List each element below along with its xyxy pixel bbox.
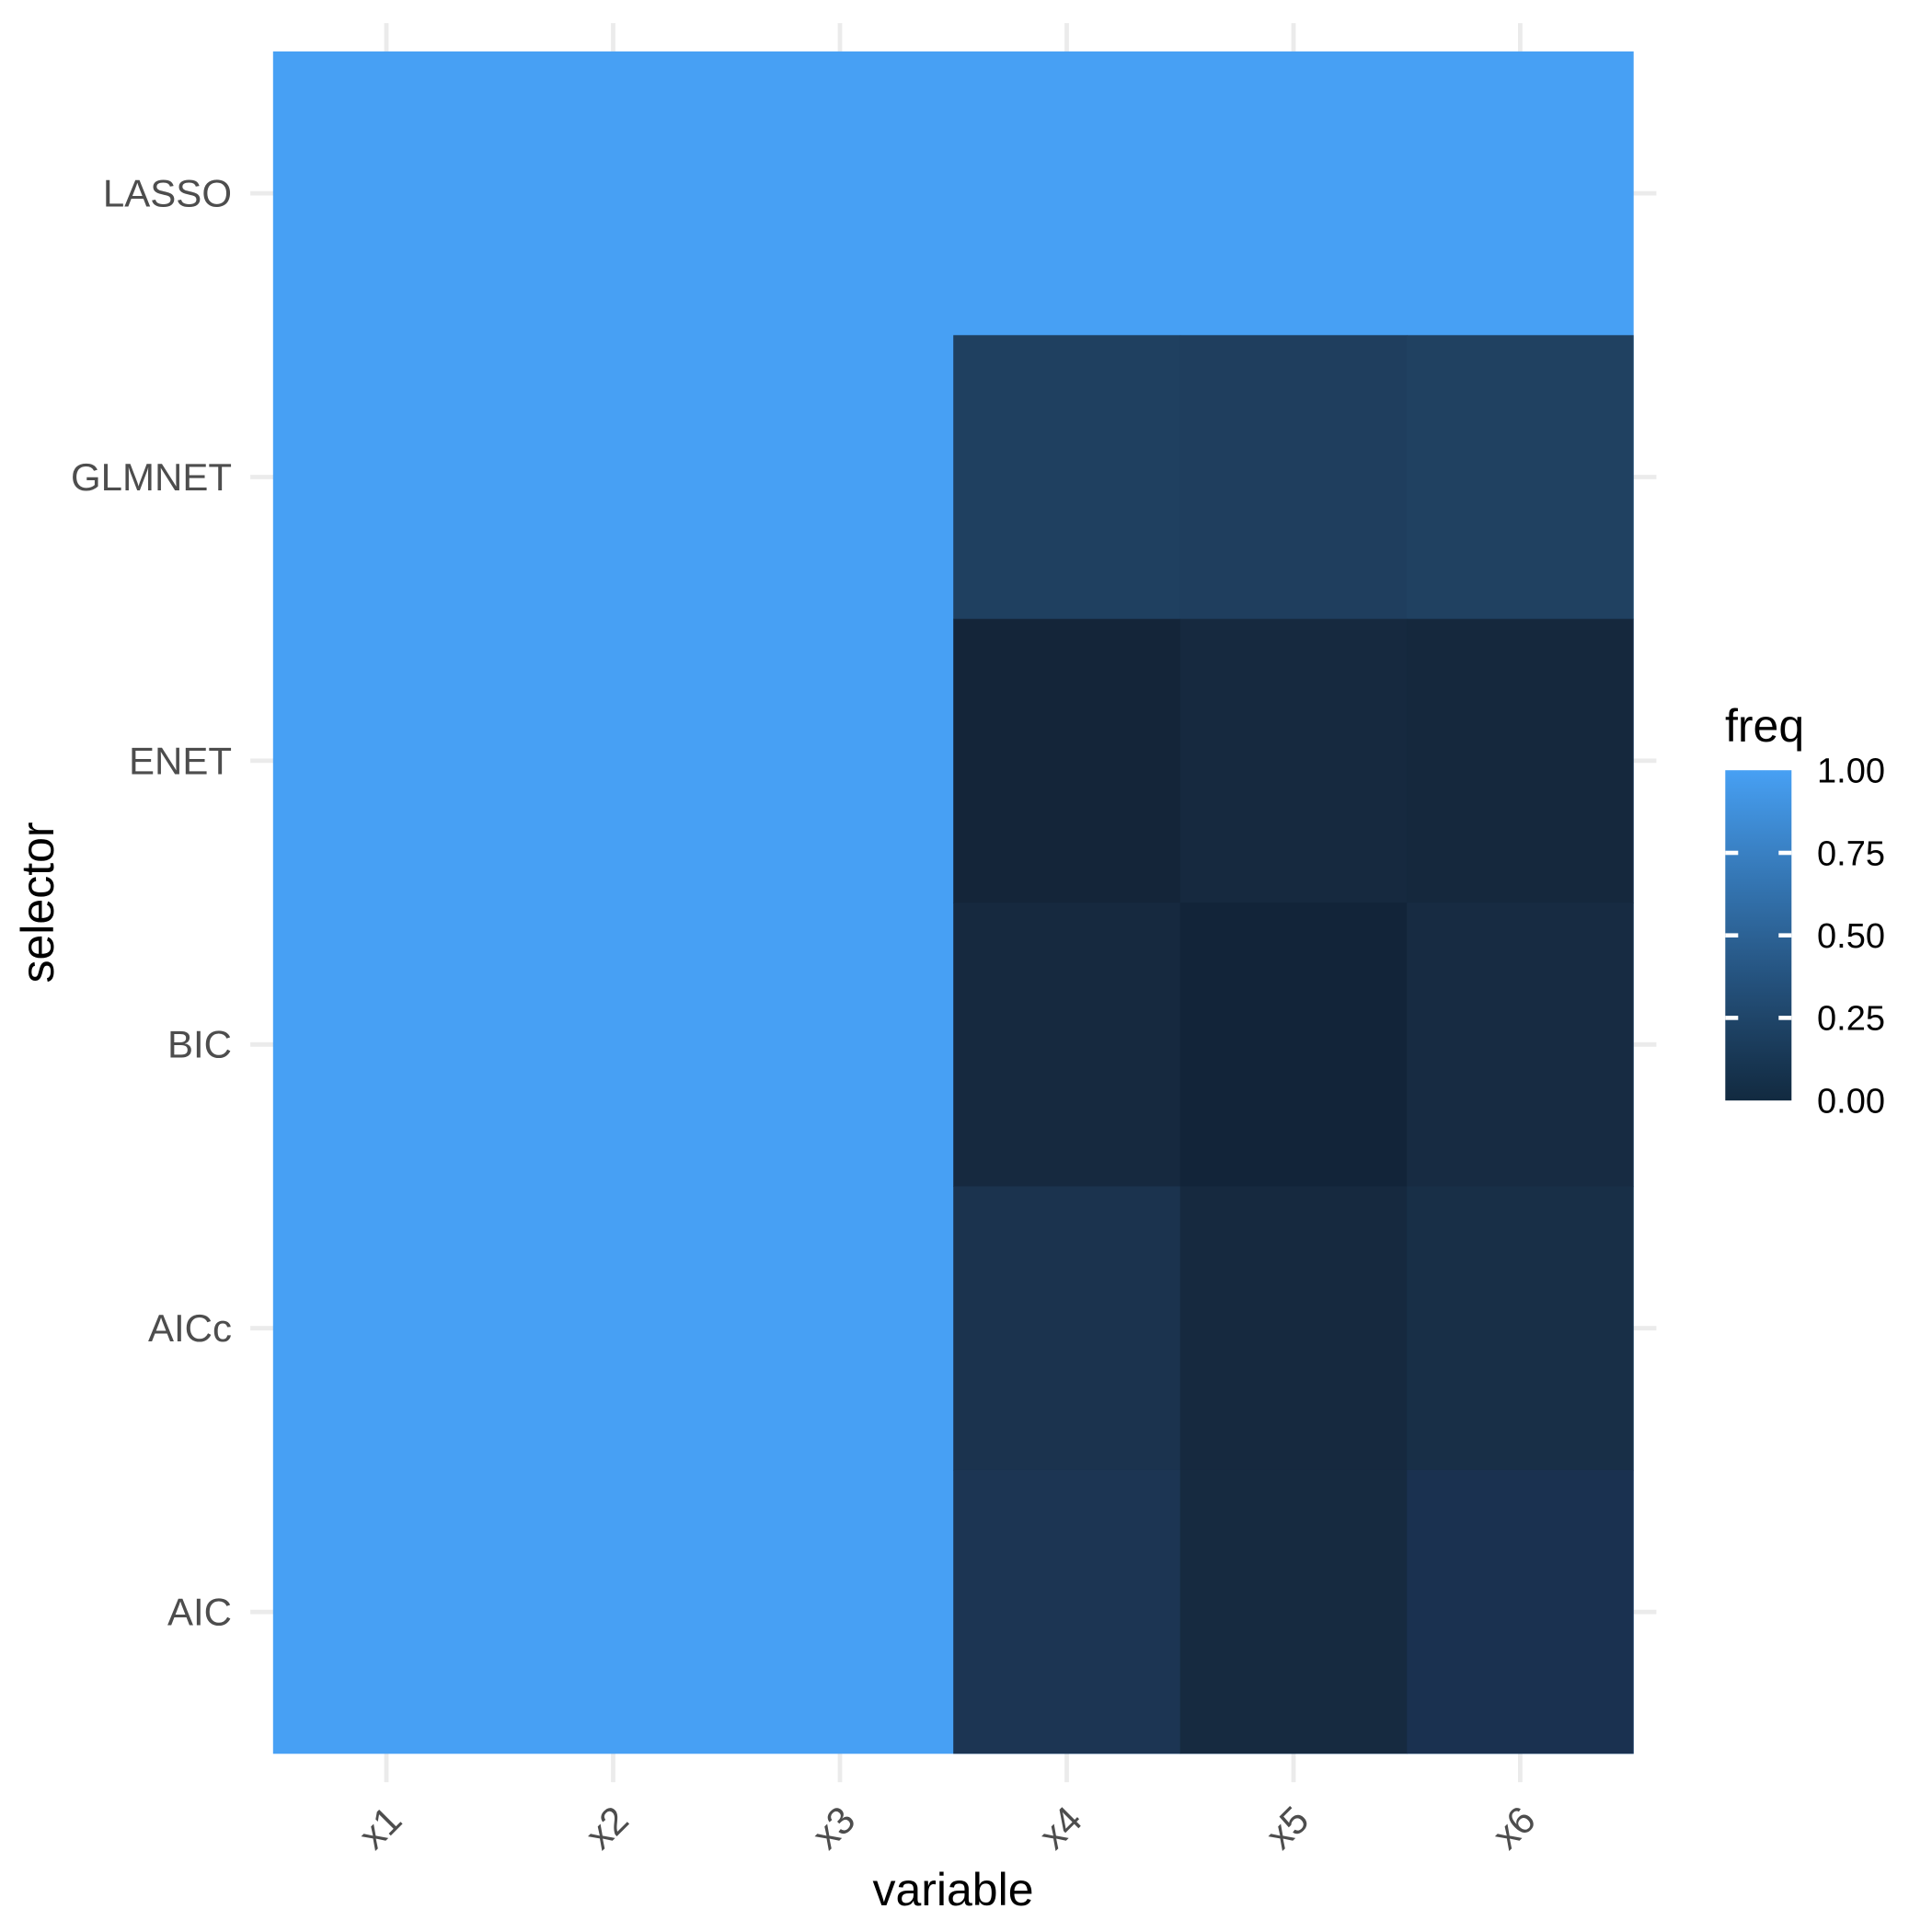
svg-text:LASSO: LASSO [103, 172, 232, 215]
svg-text:1.00: 1.00 [1817, 753, 1885, 791]
svg-text:selector: selector [12, 822, 63, 983]
svg-text:ENET: ENET [129, 739, 232, 782]
svg-text:BIC: BIC [167, 1023, 232, 1066]
svg-text:0.25: 0.25 [1817, 1000, 1885, 1039]
svg-text:GLMNET: GLMNET [71, 455, 232, 499]
svg-text:0.50: 0.50 [1817, 917, 1885, 956]
svg-text:variable: variable [872, 1864, 1033, 1915]
svg-text:0.00: 0.00 [1817, 1083, 1885, 1121]
svg-text:freq: freq [1725, 700, 1804, 752]
svg-text:AICc: AICc [148, 1306, 232, 1350]
svg-text:0.75: 0.75 [1817, 834, 1885, 873]
svg-text:AIC: AIC [167, 1591, 232, 1634]
